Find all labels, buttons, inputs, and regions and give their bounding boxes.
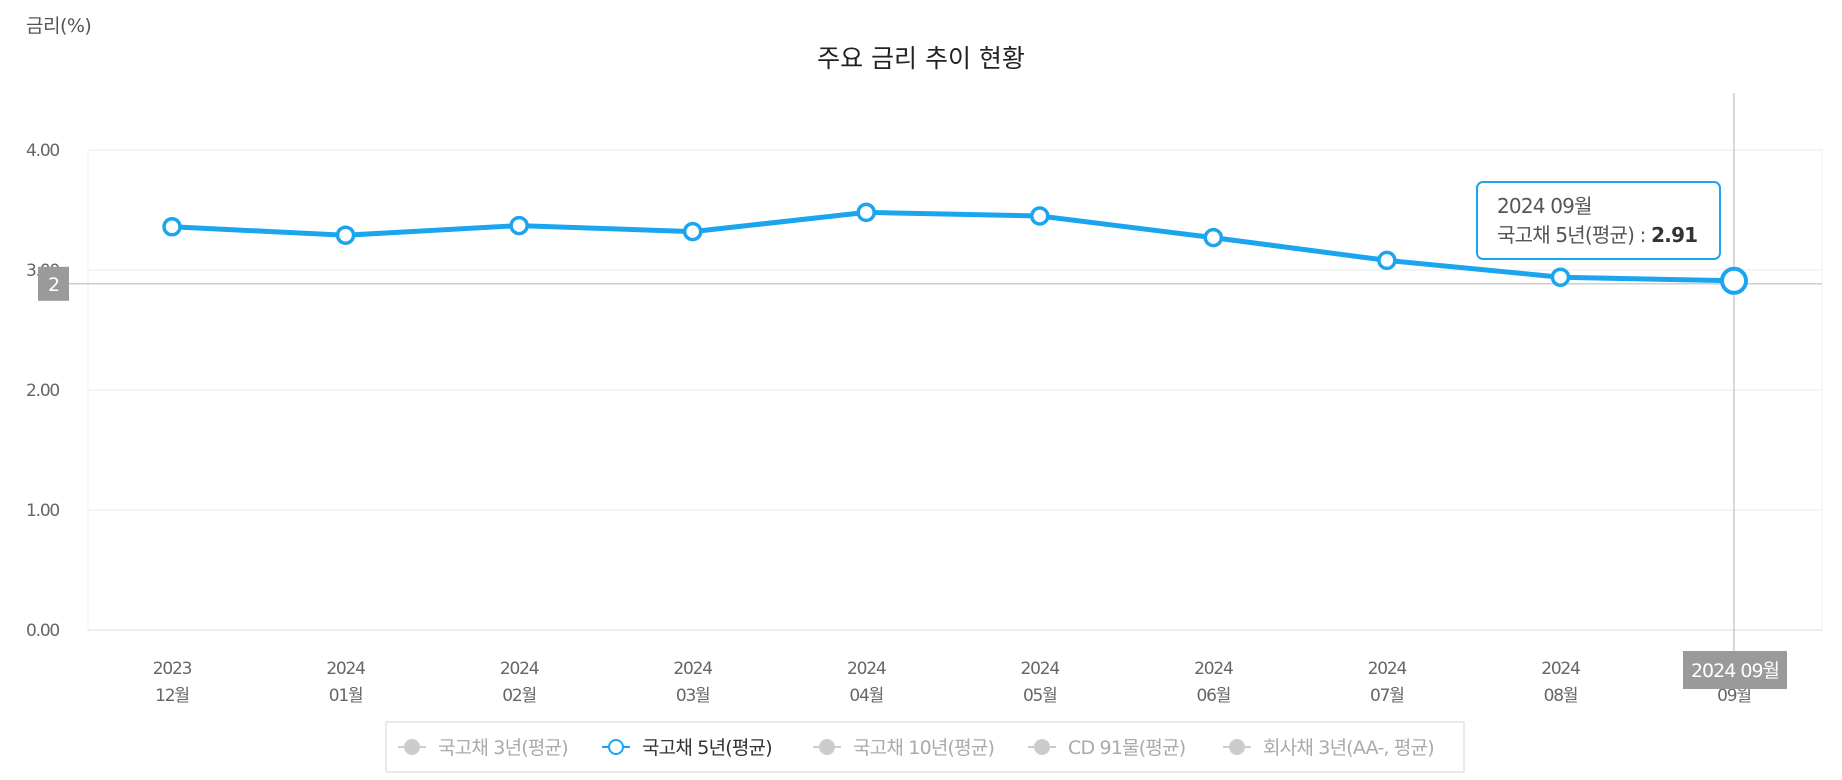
x-tick-label-month: 08월 — [1544, 686, 1578, 706]
tooltip-series-label: 국고채 5년(평균) : — [1497, 223, 1651, 247]
x-tick-label-month: 02월 — [502, 686, 536, 706]
tooltip-value: 2.91 — [1651, 223, 1697, 247]
legend-label: 회사채 3년(AA-, 평균) — [1263, 737, 1434, 759]
x-tick-label-year: 2024 — [847, 659, 886, 679]
crosshair-x-badge — [1683, 651, 1787, 689]
legend-item[interactable]: 회사채 3년(AA-, 평균) — [1223, 737, 1435, 759]
legend-label: 국고채 10년(평균) — [853, 737, 994, 759]
data-point[interactable] — [856, 202, 876, 223]
data-point[interactable] — [509, 215, 529, 236]
legend-item[interactable]: 국고채 5년(평균) — [602, 737, 773, 759]
x-tick-label-month: 05월 — [1023, 686, 1057, 706]
x-tick-label-month: 01월 — [329, 686, 363, 706]
legend-item[interactable]: 국고채 3년(평균) — [398, 737, 569, 759]
data-point[interactable] — [335, 225, 356, 245]
data-point[interactable] — [682, 221, 703, 242]
y-tick-label: 1.00 — [26, 501, 59, 521]
x-tick-label-year: 2023 — [153, 659, 192, 679]
data-point[interactable] — [1720, 266, 1748, 295]
data-point[interactable] — [1203, 227, 1224, 248]
crosshair: 2 2024 09월 — [38, 93, 1822, 689]
x-tick-label-month: 03월 — [676, 686, 710, 706]
tooltip-series-line: 국고채 5년(평균) : 2.91 — [1497, 223, 1697, 247]
x-tick-label-month: 04월 — [849, 686, 883, 706]
x-tick-label-month: 06월 — [1196, 686, 1230, 706]
legend-marker-dot — [819, 739, 835, 755]
crosshair-y-badge-label: 2 — [48, 274, 59, 296]
y-tick-label: 4.00 — [26, 141, 59, 161]
tooltip-header: 2024 09월 — [1497, 194, 1592, 218]
legend-box — [385, 721, 1465, 773]
legend-label: 국고채 5년(평균) — [642, 737, 772, 759]
crosshair-x-badge-label: 2024 09월 — [1691, 660, 1779, 682]
legend[interactable]: 국고채 3년(평균) 국고채 5년(평균) 국고채 10년(평균) CD 91물(평균… — [385, 721, 1465, 773]
x-tick-label-month: 09월 — [1717, 686, 1751, 706]
y-axis-unit-label: 금리(%) — [26, 15, 91, 37]
x-tick-label-year: 2024 — [1021, 659, 1060, 679]
data-point[interactable] — [1030, 206, 1050, 226]
legend-item[interactable]: 국고채 10년(평균) — [813, 737, 995, 759]
tooltip-box — [1476, 181, 1721, 260]
legend-item[interactable]: CD 91물(평균) — [1028, 737, 1186, 759]
x-tick-label-year: 2024 — [1368, 659, 1407, 679]
legend-label: 국고채 3년(평균) — [438, 737, 568, 759]
legend-marker-dot — [404, 739, 420, 755]
x-tick-label-year: 2024 — [500, 659, 539, 679]
crosshair-y-badge — [38, 266, 69, 301]
legend-marker-dot — [1034, 739, 1050, 755]
legend-marker-dot — [608, 739, 624, 755]
x-tick-label-month: 07월 — [1370, 686, 1404, 706]
y-axis-ticks: 4.003.002.001.000.00 — [26, 141, 61, 641]
x-tick-label-year: 2024 — [1541, 659, 1580, 679]
series-line-gukgochae-5y — [169, 209, 1737, 284]
legend-marker-dot — [1229, 739, 1245, 755]
data-point[interactable] — [162, 217, 182, 237]
x-tick-label-year: 2024 — [1194, 659, 1233, 679]
x-tick-label-year: 2024 — [673, 659, 712, 679]
x-tick-label-month: 12월 — [155, 686, 189, 706]
y-tick-label: 0.00 — [26, 621, 59, 641]
series-layer[interactable] — [162, 202, 1748, 295]
y-tick-label: 2.00 — [26, 381, 59, 401]
data-point[interactable] — [1377, 250, 1397, 271]
x-axis-ticks: 2023 12월 2024 01월 2024 02월 2024 03월 2024 04월 2024 0… — [153, 659, 1755, 706]
grid-lines — [88, 149, 1822, 631]
x-tick-label-year: 2024 — [326, 659, 365, 679]
legend-label: CD 91물(평균) — [1068, 737, 1185, 759]
data-point[interactable] — [1550, 267, 1571, 287]
chart-title: 주요 금리 추이 현황 — [817, 44, 1025, 73]
